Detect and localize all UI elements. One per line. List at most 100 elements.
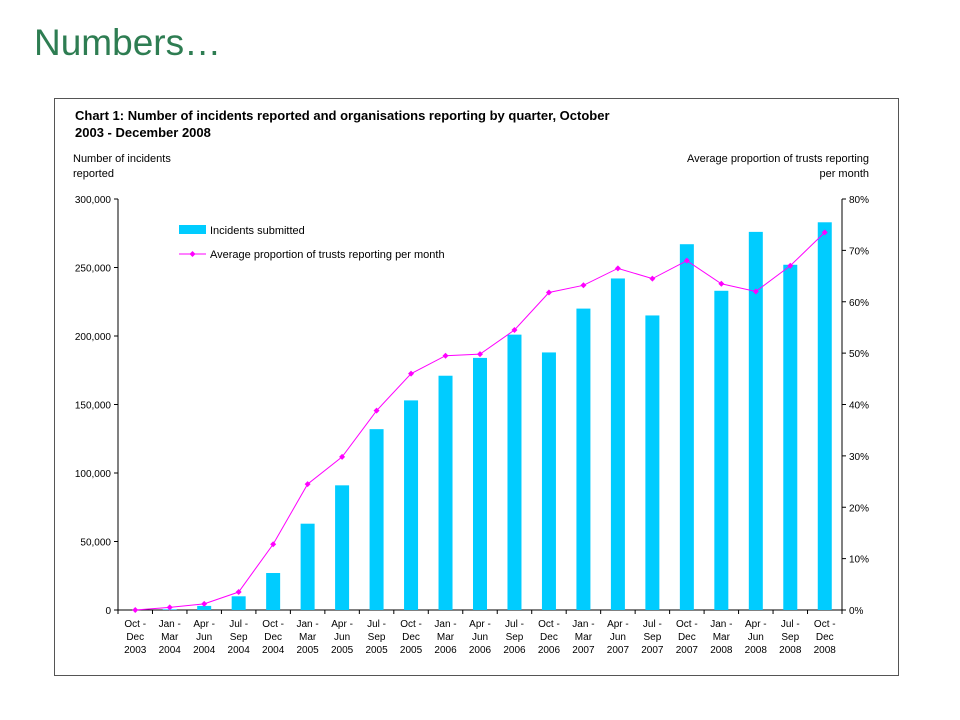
right-tick-label: 10% xyxy=(849,555,869,566)
x-tick-label: Apr - xyxy=(331,619,353,630)
x-tick-label: 2004 xyxy=(159,645,182,656)
right-tick-label: 20% xyxy=(849,503,869,514)
legend-swatch-incidents xyxy=(179,225,206,234)
x-tick-label: Mar xyxy=(437,632,455,643)
x-tick-label: Sep xyxy=(643,632,661,643)
point-trusts-reporting xyxy=(442,352,449,359)
left-axis-label-line-1: Number of incidents xyxy=(73,153,171,165)
slide-title: Numbers… xyxy=(34,22,222,63)
point-trusts-reporting xyxy=(477,351,483,358)
x-tick-label: Jan - xyxy=(710,619,732,630)
left-tick-label: 150,000 xyxy=(75,401,112,412)
x-tick-label: 2006 xyxy=(503,645,526,656)
left-tick-label: 100,000 xyxy=(75,469,112,480)
x-tick-label: Dec xyxy=(816,632,834,643)
bar-incidents xyxy=(783,264,798,610)
point-trusts-reporting xyxy=(201,600,208,607)
point-trusts-reporting xyxy=(166,604,173,611)
x-tick-label: 2007 xyxy=(676,645,699,656)
x-tick-label: Oct - xyxy=(262,619,284,630)
point-trusts-reporting xyxy=(270,541,277,548)
x-tick-label: Mar xyxy=(575,632,593,643)
x-tick-label: 2006 xyxy=(434,645,457,656)
x-tick-label: Dec xyxy=(264,632,282,643)
x-tick-label: Jun xyxy=(472,632,488,643)
x-tick-label: Jun xyxy=(610,632,626,643)
x-tick-label: Oct - xyxy=(124,619,146,630)
x-tick-label: 2006 xyxy=(469,645,492,656)
bar-incidents xyxy=(197,605,212,610)
legend-label-trusts: Average proportion of trusts reporting p… xyxy=(210,249,445,261)
x-tick-label: Dec xyxy=(402,632,420,643)
right-tick-label: 60% xyxy=(849,298,869,309)
x-tick-label: 2007 xyxy=(641,645,664,656)
point-trusts-reporting xyxy=(132,607,139,613)
right-tick-label: 80% xyxy=(849,195,869,206)
point-trusts-reporting xyxy=(614,265,621,272)
x-tick-label: Apr - xyxy=(607,619,629,630)
x-tick-label: 2008 xyxy=(745,645,768,656)
x-tick-label: Dec xyxy=(678,632,696,643)
point-trusts-reporting xyxy=(787,262,794,269)
x-tick-label: Jul - xyxy=(643,619,662,630)
x-tick-label: 2005 xyxy=(296,645,319,656)
x-tick-label: Jun xyxy=(196,632,212,643)
chart-svg: Chart 1: Number of incidents reported an… xyxy=(73,108,869,656)
x-tick-label: Sep xyxy=(781,632,799,643)
left-tick-label: 0 xyxy=(105,606,111,617)
bar-incidents xyxy=(335,485,350,610)
bar-incidents xyxy=(404,400,419,610)
x-tick-label: Sep xyxy=(230,632,248,643)
legend-marker-trusts xyxy=(189,251,196,257)
point-trusts-reporting xyxy=(580,282,587,289)
bar-incidents xyxy=(610,278,625,610)
point-trusts-reporting xyxy=(304,481,311,488)
right-axis-label-line-1: Average proportion of trusts reporting xyxy=(687,153,869,165)
plot-area: 0 50,000 100,000 150,000 200,000 250,000 300,0… xyxy=(75,195,869,656)
x-tick-label: Jun xyxy=(334,632,350,643)
point-trusts-reporting xyxy=(683,257,690,264)
bar-incidents xyxy=(438,375,453,610)
chart-title-line-1: Chart 1: Number of incidents reported an… xyxy=(75,108,610,123)
point-trusts-reporting xyxy=(408,370,415,377)
bar-incidents xyxy=(817,222,832,610)
bar-incidents xyxy=(300,523,315,610)
x-tick-label: 2008 xyxy=(814,645,837,656)
x-tick-label: 2006 xyxy=(538,645,561,656)
right-tick-label: 40% xyxy=(849,401,869,412)
x-tick-label: Jul - xyxy=(505,619,524,630)
point-trusts-reporting xyxy=(339,453,346,460)
right-tick-label: 30% xyxy=(849,452,869,463)
x-tick-label: Mar xyxy=(161,632,179,643)
x-tick-label: 2005 xyxy=(365,645,388,656)
point-trusts-reporting xyxy=(718,280,725,287)
point-trusts-reporting xyxy=(373,407,380,414)
x-tick-label: Jan - xyxy=(297,619,319,630)
right-tick-label: 70% xyxy=(849,246,869,257)
right-tick-label: 0% xyxy=(849,606,864,617)
bar-incidents xyxy=(748,231,763,610)
point-trusts-reporting xyxy=(235,589,242,596)
x-tick-label: Dec xyxy=(126,632,144,643)
x-tick-label: 2007 xyxy=(572,645,595,656)
point-trusts-reporting xyxy=(821,229,828,236)
x-tick-label: Oct - xyxy=(814,619,836,630)
point-trusts-reporting xyxy=(545,289,552,296)
x-tick-label: Jun xyxy=(748,632,764,643)
x-tick-label: Jan - xyxy=(434,619,456,630)
x-tick-label: Jul - xyxy=(781,619,800,630)
x-tick-label: Jan - xyxy=(159,619,181,630)
point-trusts-reporting xyxy=(649,275,656,282)
x-tick-label: Apr - xyxy=(193,619,215,630)
chart-title-line-2: 2003 - December 2008 xyxy=(75,125,211,140)
bar-incidents xyxy=(266,573,281,610)
x-tick-label: 2007 xyxy=(607,645,630,656)
bar-incidents xyxy=(473,357,487,610)
x-tick-label: Jan - xyxy=(572,619,594,630)
x-tick-label: Jul - xyxy=(367,619,386,630)
x-tick-label: Mar xyxy=(713,632,731,643)
left-tick-label: 300,000 xyxy=(75,195,112,206)
x-tick-label: 2005 xyxy=(400,645,423,656)
bar-incidents xyxy=(679,244,694,610)
left-tick-label: 250,000 xyxy=(75,264,112,275)
